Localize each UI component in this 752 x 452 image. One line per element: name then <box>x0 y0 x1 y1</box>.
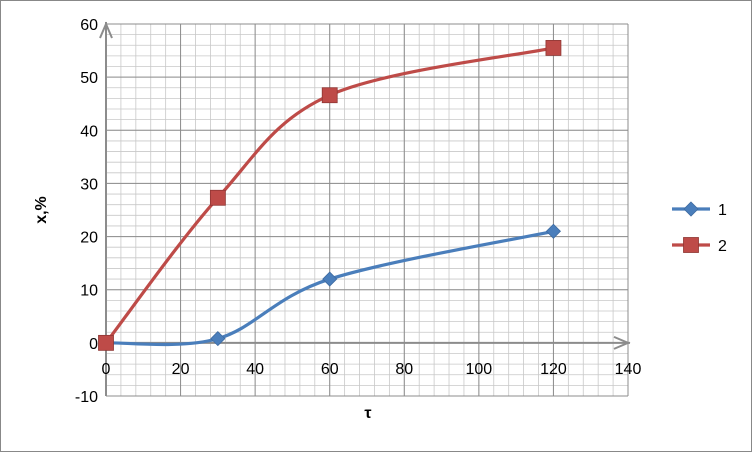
data-point-series-1 <box>210 331 226 347</box>
y-tick-label: 60 <box>80 17 98 34</box>
x-axis-title: τ <box>364 405 371 422</box>
x-tick-label: 100 <box>466 361 493 378</box>
x-tick-label: 0 <box>102 361 111 378</box>
axes <box>99 21 631 396</box>
x-tick-label: 40 <box>246 361 264 378</box>
data-point-series-2 <box>209 189 226 206</box>
y-tick-label: 10 <box>80 283 98 300</box>
legend: 12 <box>672 201 727 255</box>
data-point-series-1 <box>322 271 338 287</box>
data-point-series-2 <box>321 87 338 104</box>
data-point-series-2 <box>98 334 114 351</box>
legend-label-1: 1 <box>718 202 727 219</box>
data-point-series-2 <box>545 40 562 56</box>
x-tick-label: 140 <box>615 361 642 378</box>
series-markers <box>98 40 562 351</box>
series-lines <box>104 46 554 347</box>
series-line-2 <box>104 46 554 344</box>
data-point-series-1 <box>545 223 561 239</box>
major-gridlines <box>105 23 629 397</box>
y-tick-label: 30 <box>80 176 98 193</box>
y-tick-labels: -10 0 10 20 30 40 50 60 <box>75 17 98 406</box>
series-line-1 <box>105 229 554 347</box>
x-tick-label: 80 <box>395 361 413 378</box>
x-tick-label: 120 <box>540 361 567 378</box>
x-tick-label: 60 <box>321 361 339 378</box>
y-tick-label: 20 <box>80 230 98 247</box>
x-tick-labels: 0 20 40 60 80 100 120 140 <box>102 361 642 378</box>
y-axis-arrow <box>99 21 113 39</box>
x-axis-arrow <box>613 335 631 350</box>
y-tick-label: -10 <box>75 389 98 406</box>
legend-marker-1 <box>683 201 699 217</box>
y-tick-label: 40 <box>80 123 98 140</box>
y-axis-title: x,% <box>33 196 50 224</box>
minor-gridlines <box>105 23 629 397</box>
x-tick-label: 20 <box>172 361 190 378</box>
y-tick-label: 0 <box>89 336 98 353</box>
y-tick-label: 50 <box>80 70 98 87</box>
legend-marker-2 <box>683 237 699 253</box>
legend-label-2: 2 <box>718 238 727 255</box>
